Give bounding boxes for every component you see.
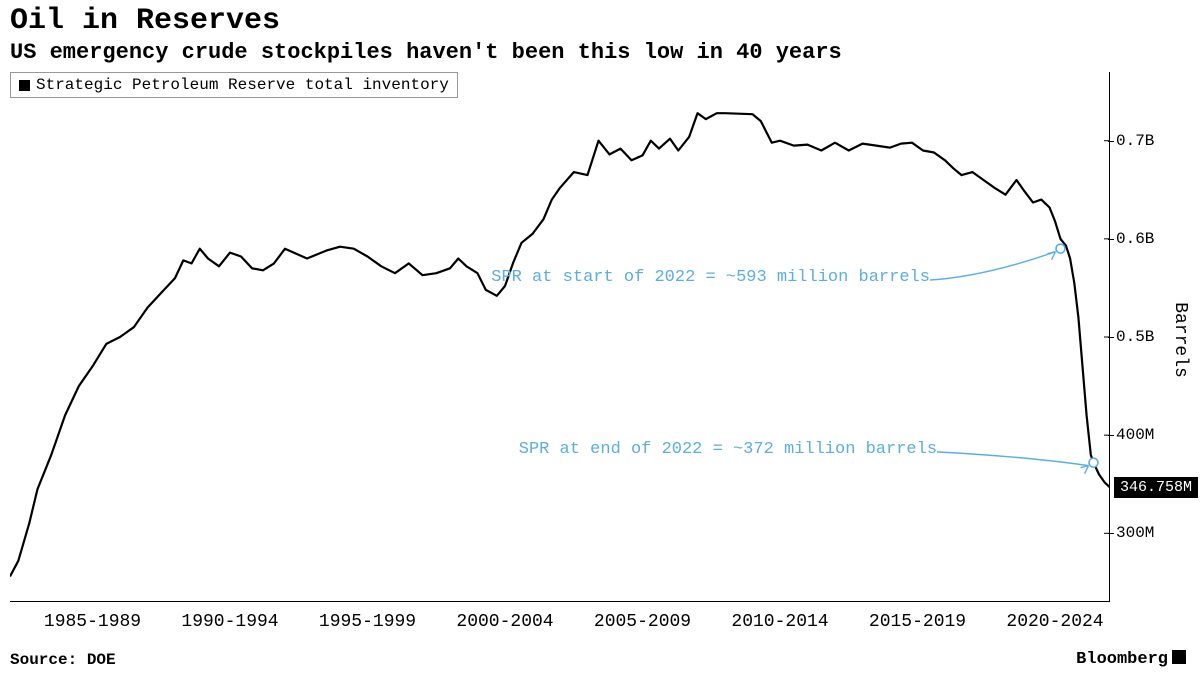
x-tick: 2000-2004 xyxy=(456,612,553,632)
y-axis-label: Barrels xyxy=(1170,302,1190,378)
y-tick: 0.7B xyxy=(1116,132,1154,150)
x-tick: 1995-1999 xyxy=(319,612,416,632)
annotation-text: SPR at start of 2022 = ~593 million barr… xyxy=(491,268,930,287)
y-tick: 0.6B xyxy=(1116,230,1154,248)
brand-icon xyxy=(1172,650,1186,664)
x-tick: 2005-2009 xyxy=(594,612,691,632)
x-tick: 2020-2024 xyxy=(1006,612,1103,632)
y-tick: 0.5B xyxy=(1116,328,1154,346)
source-text: Source: DOE xyxy=(10,651,116,669)
x-tick: 2010-2014 xyxy=(731,612,828,632)
x-tick: 2015-2019 xyxy=(869,612,966,632)
annotation-text: SPR at end of 2022 = ~372 million barrel… xyxy=(519,440,937,459)
brand-text: Bloomberg xyxy=(1076,649,1186,669)
chart-subtitle: US emergency crude stockpiles haven't be… xyxy=(10,40,842,65)
y-tick: 400M xyxy=(1116,426,1154,444)
chart-plot xyxy=(10,72,1110,602)
chart-title: Oil in Reserves xyxy=(10,4,280,38)
x-tick: 1990-1994 xyxy=(181,612,278,632)
x-tick: 1985-1989 xyxy=(44,612,141,632)
y-tick: 300M xyxy=(1116,524,1154,542)
end-value-label: 346.758M xyxy=(1114,477,1198,498)
